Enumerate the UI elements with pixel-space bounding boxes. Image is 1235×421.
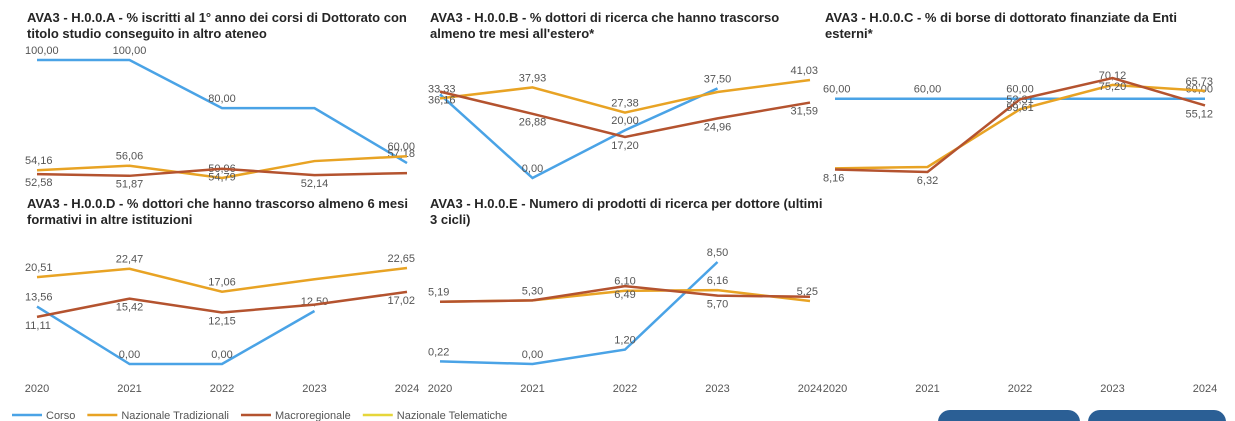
data-label: 1,20 — [614, 335, 635, 347]
series-line — [834, 76, 1206, 174]
data-label: 36,16 — [428, 95, 456, 107]
data-label: 0,00 — [211, 349, 232, 361]
chart-title: AVA3 - H.0.0.E - Numero di prodotti di r… — [430, 196, 823, 227]
data-label: 37,93 — [519, 72, 547, 84]
data-label: 22,65 — [387, 253, 415, 265]
data-label: 20,51 — [25, 262, 53, 274]
series-line — [439, 90, 811, 139]
data-label: 60,00 — [387, 141, 415, 153]
chart-title: AVA3 - H.0.0.C - % di borse di dottorato… — [825, 10, 1177, 41]
data-label: 51,87 — [116, 179, 144, 191]
x-tick-label: 2022 — [210, 383, 234, 395]
data-label: 20,00 — [611, 115, 639, 127]
data-label: 24,96 — [704, 121, 732, 133]
chart-title: AVA3 - H.0.0.D - % dottori che hanno tra… — [27, 196, 408, 227]
data-label: 0,00 — [522, 349, 543, 361]
data-label: 37,50 — [704, 73, 732, 85]
data-label: 65,73 — [1185, 76, 1213, 88]
data-label: 54,16 — [25, 155, 53, 167]
x-tick-label: 2023 — [302, 383, 326, 395]
data-label: 15,42 — [116, 302, 144, 314]
data-label: 17,06 — [208, 277, 236, 289]
data-label: 11,11 — [25, 320, 51, 332]
data-label: 0,00 — [119, 349, 140, 361]
series-line — [36, 266, 408, 293]
x-tick-label: 2023 — [1100, 383, 1124, 395]
series-line — [439, 261, 719, 366]
data-label: 60,00 — [823, 84, 851, 96]
x-tick-label: 2021 — [117, 383, 141, 395]
x-tick-label: 2020 — [823, 383, 847, 395]
data-label: 41,03 — [790, 65, 818, 77]
data-label: 5,19 — [428, 287, 449, 299]
data-label: 0,00 — [522, 163, 543, 175]
data-label: 6,16 — [707, 275, 728, 287]
data-label: 17,20 — [611, 140, 639, 152]
data-label: 56,06 — [116, 151, 144, 163]
data-label: 5,25 — [797, 286, 818, 298]
data-label: 5,30 — [522, 285, 543, 297]
data-label: 22,47 — [116, 254, 144, 266]
data-label: 26,88 — [519, 117, 547, 129]
series-line — [37, 58, 408, 165]
data-label: 60,00 — [914, 84, 942, 96]
chart-title: AVA3 - H.0.0.A - % iscritti al 1° anno d… — [27, 10, 407, 41]
legend-label: Corso — [46, 410, 75, 421]
x-tick-label: 2021 — [520, 383, 544, 395]
data-label: 6,10 — [614, 276, 635, 288]
series-line — [439, 87, 719, 180]
series-line — [36, 290, 408, 319]
x-tick-label: 2024 — [395, 383, 419, 395]
data-label: 31,59 — [790, 105, 818, 117]
x-tick-label: 2024 — [798, 383, 822, 395]
data-label: 6,32 — [917, 175, 938, 187]
data-label: 12,15 — [208, 315, 236, 327]
button[interactable] — [938, 410, 1080, 421]
chart-title: AVA3 - H.0.0.B - % dottori di ricerca ch… — [430, 10, 780, 41]
data-label: 52,58 — [25, 177, 53, 189]
legend-label: Nazionale Telematiche — [397, 410, 507, 421]
x-tick-label: 2021 — [915, 383, 939, 395]
data-label: 60,00 — [1006, 84, 1034, 96]
data-label: 17,02 — [387, 295, 415, 307]
data-label: 52,14 — [301, 178, 329, 190]
legend-label: Nazionale Tradizionali — [121, 410, 229, 421]
data-label: 8,50 — [707, 247, 728, 259]
x-tick-label: 2022 — [613, 383, 637, 395]
data-label: 5,70 — [707, 299, 728, 311]
data-label: 100,00 — [113, 45, 147, 57]
legend-label: Macroregionale — [275, 410, 351, 421]
series-line — [439, 284, 811, 303]
data-label: 80,00 — [208, 93, 236, 105]
data-label: 55,12 — [1185, 108, 1213, 120]
data-label: 33,33 — [428, 83, 456, 95]
data-label: 0,22 — [428, 346, 449, 358]
x-tick-label: 2020 — [25, 383, 49, 395]
x-tick-label: 2020 — [428, 383, 452, 395]
x-tick-label: 2024 — [1193, 383, 1217, 395]
data-label: 100,00 — [25, 45, 59, 57]
data-label: 8,16 — [823, 172, 844, 184]
x-tick-label: 2022 — [1008, 383, 1032, 395]
data-label: 13,56 — [25, 291, 53, 303]
series-line — [36, 305, 316, 366]
button[interactable] — [1088, 410, 1226, 421]
series-line — [439, 78, 811, 114]
x-tick-label: 2023 — [705, 383, 729, 395]
series-line — [36, 154, 408, 180]
series-line — [36, 167, 408, 178]
data-label: 27,38 — [611, 98, 639, 110]
data-label: 59,61 — [1006, 102, 1034, 114]
data-label: 75,20 — [1099, 81, 1127, 93]
data-label: 54,79 — [208, 172, 236, 184]
data-label: 6,49 — [614, 289, 635, 301]
